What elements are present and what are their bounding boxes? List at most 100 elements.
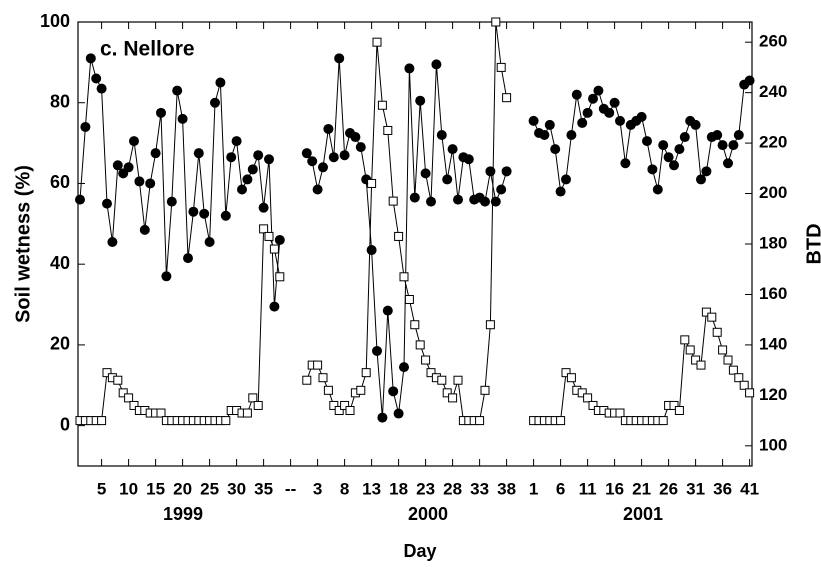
y-tick-label: 20 bbox=[50, 334, 70, 354]
point bbox=[615, 408, 625, 418]
point bbox=[528, 115, 539, 126]
point bbox=[404, 295, 414, 304]
point bbox=[550, 144, 561, 155]
x-tick-label: 25 bbox=[200, 479, 219, 498]
y-tick-label: 0 bbox=[60, 414, 70, 434]
point bbox=[717, 140, 728, 151]
point bbox=[669, 400, 679, 410]
point bbox=[356, 385, 366, 395]
point bbox=[480, 196, 490, 207]
x-tick-label: 18 bbox=[389, 479, 408, 498]
x-tick-label: 8 bbox=[340, 479, 349, 498]
point bbox=[691, 355, 701, 365]
point bbox=[496, 62, 506, 72]
point bbox=[393, 408, 404, 419]
x-tick-label: 16 bbox=[605, 479, 624, 498]
point bbox=[696, 360, 706, 370]
x-tick-label: 5 bbox=[97, 479, 106, 498]
point bbox=[588, 93, 598, 104]
point bbox=[188, 206, 199, 217]
point bbox=[129, 136, 139, 147]
point bbox=[647, 164, 658, 175]
point bbox=[193, 148, 204, 159]
point bbox=[264, 231, 274, 241]
point bbox=[490, 196, 501, 207]
point bbox=[744, 75, 755, 86]
x-tick-label: 26 bbox=[659, 479, 678, 498]
point bbox=[220, 210, 231, 221]
point bbox=[593, 85, 604, 96]
point bbox=[566, 373, 576, 383]
point bbox=[712, 327, 722, 337]
point bbox=[253, 400, 263, 410]
y-axis-label: Soil wetness (%) bbox=[12, 165, 34, 323]
point bbox=[366, 245, 377, 256]
point bbox=[442, 174, 453, 185]
point bbox=[323, 385, 333, 395]
point bbox=[658, 140, 669, 151]
point bbox=[301, 148, 312, 159]
point bbox=[350, 132, 361, 143]
point bbox=[501, 166, 512, 177]
point bbox=[302, 375, 312, 385]
point bbox=[636, 111, 647, 122]
x-tick-label: 6 bbox=[556, 479, 565, 498]
point bbox=[248, 393, 258, 403]
point bbox=[150, 148, 161, 159]
point bbox=[312, 184, 323, 195]
x-tick-label: 41 bbox=[740, 479, 759, 498]
point bbox=[690, 119, 701, 130]
point bbox=[97, 416, 107, 426]
point bbox=[102, 198, 112, 209]
point bbox=[453, 194, 463, 205]
point bbox=[502, 93, 512, 103]
point bbox=[361, 368, 371, 378]
point bbox=[307, 156, 318, 167]
point bbox=[372, 345, 382, 356]
point bbox=[620, 158, 631, 169]
point bbox=[421, 355, 431, 365]
point bbox=[226, 152, 237, 163]
point bbox=[328, 152, 339, 163]
point bbox=[410, 320, 420, 330]
point bbox=[739, 380, 749, 390]
y-tick-label: 100 bbox=[40, 11, 70, 31]
point bbox=[388, 386, 399, 397]
point bbox=[485, 166, 496, 177]
point bbox=[723, 158, 733, 169]
x-tick-label: 33 bbox=[470, 479, 489, 498]
point bbox=[242, 174, 253, 185]
y2-tick-label: 240 bbox=[759, 82, 787, 101]
point bbox=[485, 320, 495, 330]
point bbox=[237, 184, 247, 195]
x-tick-label: 30 bbox=[227, 479, 246, 498]
point bbox=[318, 162, 328, 173]
point bbox=[658, 416, 668, 426]
point bbox=[134, 176, 145, 187]
point bbox=[718, 345, 728, 355]
point bbox=[124, 393, 134, 403]
point bbox=[663, 152, 674, 163]
point bbox=[247, 164, 258, 175]
y2-tick-label: 200 bbox=[759, 183, 787, 202]
point bbox=[166, 196, 177, 207]
point bbox=[577, 117, 588, 128]
point bbox=[394, 231, 404, 241]
point bbox=[588, 400, 598, 410]
series-line bbox=[79, 58, 750, 418]
point bbox=[231, 136, 242, 147]
point bbox=[680, 335, 690, 345]
point bbox=[712, 130, 723, 141]
point bbox=[339, 150, 350, 161]
point bbox=[85, 53, 96, 64]
point bbox=[318, 373, 328, 383]
point bbox=[685, 345, 695, 355]
point bbox=[669, 160, 679, 171]
point bbox=[334, 53, 345, 64]
point bbox=[264, 154, 274, 165]
point bbox=[701, 166, 712, 177]
point bbox=[491, 17, 501, 27]
point bbox=[75, 194, 85, 205]
point bbox=[409, 192, 420, 203]
point bbox=[561, 368, 571, 378]
